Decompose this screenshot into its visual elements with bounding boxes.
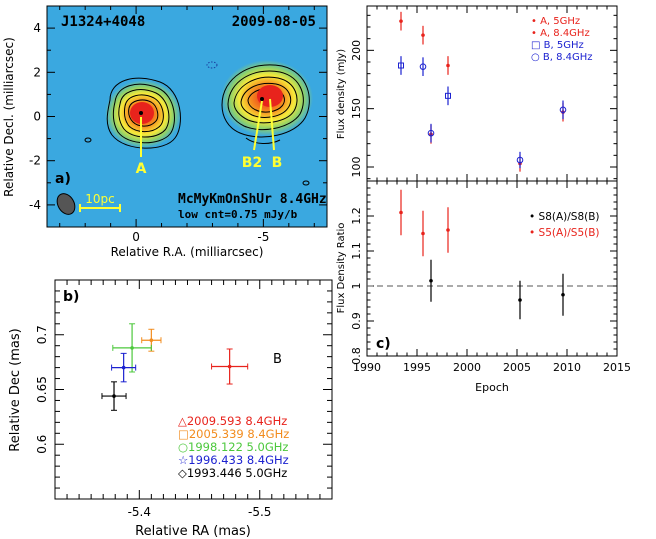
component-label-b2: B2: [242, 155, 262, 171]
panel-c-top-ylabel: Flux density (mJy): [336, 49, 347, 139]
scale-bar-label: 10pc: [85, 192, 114, 206]
y-tick-label: 2: [33, 65, 41, 79]
panel-c-axes: 1990 1995 2000 2005 2010 2015 100 150 200 0.8 0.9 1…: [350, 6, 631, 374]
y-tick-label: 4: [33, 21, 41, 35]
legend-entry: • S5(A)/S5(B): [529, 227, 600, 239]
component-b-core: [257, 85, 283, 107]
position-point: [112, 394, 116, 398]
panel-label-a: a): [55, 171, 71, 187]
ratio-point: [399, 210, 403, 215]
legend-entry: ○1998.122 5.0GHz: [178, 440, 288, 454]
x-tick-label: -5.5: [248, 505, 271, 519]
panel-c-xlabel: Epoch: [475, 381, 509, 394]
ratio-point: [429, 278, 433, 283]
panel-b-xlabel: Relative RA (mas): [135, 524, 251, 539]
panel-c: 1990 1995 2000 2005 2010 2015 100 150 200 0.8 0.9 1…: [336, 5, 631, 394]
y-tick-label: 0.9: [350, 312, 363, 330]
panel-c-bottom-frame: [366, 180, 618, 357]
y-tick-label: 1.1: [350, 242, 363, 260]
legend-entry: • A, 5GHz: [531, 16, 580, 27]
x-tick-label: 2015: [603, 361, 631, 374]
legend-entry: □ B, 5GHz: [531, 40, 584, 51]
x-tick-label: 2005: [503, 361, 531, 374]
component-label-a: A: [136, 161, 147, 177]
x-tick-label: -5: [257, 230, 269, 244]
y-tick-label: 0.7: [35, 325, 49, 344]
panel-c-points: [398, 11, 567, 320]
panel-c-legend: • A, 5GHz• A, 8.4GHz□ B, 5GHz○ B, 8.4GHz…: [529, 16, 600, 239]
legend-entry: ◇1993.446 5.0GHz: [178, 466, 287, 480]
panel-label-b: b): [63, 289, 79, 305]
y-tick-label: -4: [29, 198, 41, 212]
panel-b-points: [101, 323, 249, 411]
ratio-point: [561, 292, 565, 297]
ratio-point: [518, 298, 522, 302]
component-label-b: B: [272, 155, 283, 171]
flux-point: [399, 19, 403, 23]
y-tick-label: 1.2: [350, 207, 363, 225]
legend-entry: • S8(A)/S8(B): [529, 211, 600, 223]
position-point: [130, 346, 134, 350]
flux-point: [427, 129, 435, 137]
panel-a: A B2 B J1324+4048 2009-08-05 a) 10pc McM…: [2, 5, 328, 259]
flux-point: [559, 106, 567, 114]
legend-entry: • A, 8.4GHz: [531, 28, 590, 39]
x-tick-label: 0: [132, 230, 140, 244]
flux-point: [398, 62, 404, 69]
y-tick-label: 150: [350, 98, 363, 119]
panel-b: -5.4 -5.5 0.6 0.65 0.7 △2009.593 8.4GHz□2005…: [8, 279, 333, 539]
panel-b-component-label: B: [273, 352, 282, 367]
panel-b-legend: △2009.593 8.4GHz□2005.339 8.4GHz○1998.12…: [178, 414, 289, 480]
legend-entry: ☆1996.433 8.4GHz: [178, 453, 289, 467]
beam-ellipse: [56, 193, 76, 215]
legend-entry: △2009.593 8.4GHz: [178, 414, 287, 428]
x-tick-label: 2000: [453, 361, 481, 374]
observation-date: 2009-08-05: [232, 14, 316, 30]
position-point: [227, 364, 232, 369]
flux-point: [421, 33, 425, 37]
panel-a-xlabel: Relative R.A. (milliarcsec): [111, 245, 264, 259]
panel-a-ylabel: Relative Decl. (milliarcsec): [2, 37, 16, 197]
flux-point: [446, 63, 450, 68]
flux-point: [419, 63, 427, 70]
y-tick-label: -2: [29, 154, 41, 168]
panel-c-bottom-ylabel: Flux Density Ratio: [336, 223, 347, 314]
panel-label-c: c): [376, 336, 391, 352]
y-tick-label: 200: [350, 40, 363, 61]
component-pointers: [140, 98, 275, 157]
panel-a-axes: 0 -5 4 2 0 -2 -4: [29, 5, 327, 244]
y-tick-label: 1: [350, 283, 363, 290]
position-point: [149, 338, 154, 343]
y-tick-label: 0.6: [35, 435, 49, 454]
y-tick-label: 100: [350, 157, 363, 178]
panel-b-axes: -5.4 -5.5 0.6 0.65 0.7: [35, 279, 333, 519]
x-tick-label: -5.4: [128, 505, 151, 519]
y-tick-label: 0.8: [350, 347, 363, 365]
map-emission: [56, 60, 313, 215]
x-tick-label: 2010: [553, 361, 581, 374]
contour-note: low cnt=0.75 mJy/b: [178, 208, 298, 221]
x-tick-label: 1995: [403, 361, 431, 374]
position-point: [121, 365, 126, 370]
panel-b-ylabel: Relative Dec (mas): [8, 328, 23, 451]
source-name: J1324+4048: [61, 14, 145, 30]
ratio-point: [421, 231, 425, 236]
flux-point: [516, 156, 524, 164]
legend-entry: □2005.339 8.4GHz: [178, 427, 289, 441]
legend-entry: ○ B, 8.4GHz: [531, 52, 593, 63]
y-tick-label: 0.65: [35, 376, 49, 403]
x-tick-label: 1990: [353, 361, 381, 374]
y-tick-label: 0: [33, 110, 41, 124]
map-caption: McMyKmOnShUr 8.4GHz: [178, 192, 327, 207]
ratio-point: [446, 228, 450, 232]
flux-point: [445, 92, 451, 99]
